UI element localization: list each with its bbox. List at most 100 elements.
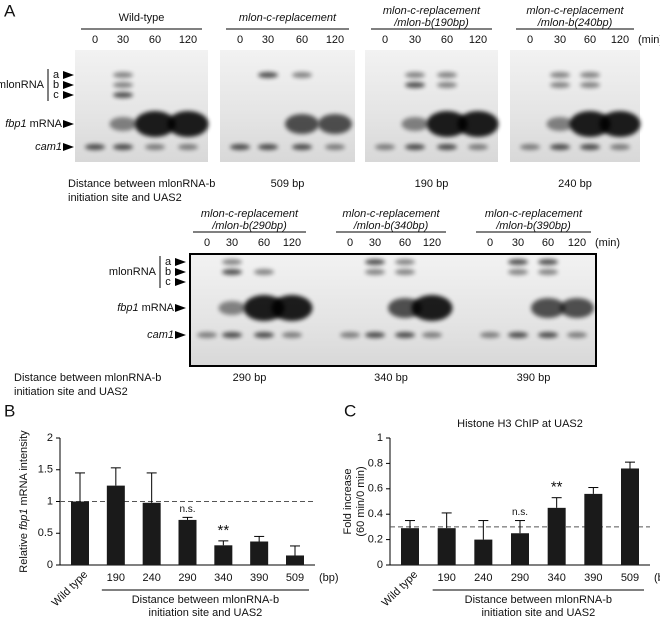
group-name: Wild-type: [119, 12, 165, 24]
x-tick-label: 190: [437, 572, 455, 584]
row-sublabel: c: [165, 276, 171, 288]
gel-band: [411, 295, 453, 321]
x-tick-label: 240: [474, 572, 492, 584]
gel-band: [437, 72, 457, 78]
time-unit: (min): [595, 237, 620, 249]
group-name: mlon-c-replacement: [485, 208, 583, 220]
distance-value: 290 bp: [233, 372, 267, 384]
gel-band: [401, 117, 429, 131]
time-label: 30: [262, 34, 274, 46]
group-name: /mlon-b(240bp): [537, 17, 613, 29]
gel-band: [271, 295, 313, 321]
arrowhead: [63, 81, 74, 89]
arrowhead: [63, 71, 74, 79]
y-tick-label: 0.6: [368, 483, 383, 495]
gel-band: [437, 82, 457, 88]
gel-band: [538, 269, 558, 275]
gel-band: [254, 269, 274, 275]
gel-band: [531, 298, 565, 318]
bar: [142, 502, 161, 565]
gel-band: [292, 72, 312, 78]
gel-band: [599, 111, 641, 137]
gel-band: [113, 72, 133, 78]
gel-band: [538, 332, 558, 338]
gel-band: [113, 92, 133, 98]
time-label: 0: [487, 237, 493, 249]
distance-value: 390 bp: [517, 372, 551, 384]
time-label: 60: [542, 237, 554, 249]
x-axis-label: Distance between mlonRNA-b: [465, 594, 612, 606]
gel-band: [197, 332, 217, 338]
arrowhead: [175, 258, 186, 266]
bar: [547, 507, 566, 565]
distance-value: 340 bp: [374, 372, 408, 384]
gel-band: [375, 144, 395, 150]
time-label: 0: [92, 34, 98, 46]
y-tick-label: 0.4: [368, 508, 383, 520]
time-label: 120: [423, 237, 441, 249]
time-label: 30: [117, 34, 129, 46]
row-label-gene: fbp1: [117, 302, 138, 314]
chart-title: Histone H3 ChIP at UAS2: [457, 418, 583, 430]
gel-band: [508, 259, 528, 265]
y-axis-label-part: mRNA intensity: [18, 430, 30, 506]
time-label: 60: [399, 237, 411, 249]
row-label-gene: fbp1: [5, 118, 26, 130]
time-label: 60: [149, 34, 161, 46]
group-name: mlon-c-replacement: [239, 12, 337, 24]
x-tick-label: 340: [547, 572, 565, 584]
significance-label: **: [217, 522, 229, 539]
gel-band: [580, 72, 600, 78]
row-label-suffix: mRNA: [142, 302, 175, 314]
row-label: fbp1 mRNA: [5, 118, 62, 130]
gel-band: [457, 111, 499, 137]
gel-band: [405, 72, 425, 78]
x-unit: (bp): [319, 572, 339, 584]
x-tick-label: 240: [142, 572, 160, 584]
time-label: 60: [296, 34, 308, 46]
gel-band: [318, 114, 352, 134]
arrowhead: [175, 304, 186, 312]
significance-label: n.s.: [179, 504, 195, 515]
gel-band: [546, 117, 574, 131]
time-label: 120: [611, 34, 629, 46]
bar: [584, 493, 603, 565]
gel-band: [395, 259, 415, 265]
bar: [511, 533, 529, 565]
gel-band: [550, 72, 570, 78]
panel-label: C: [344, 401, 356, 420]
time-label: 30: [554, 34, 566, 46]
bar: [106, 485, 125, 565]
y-tick-label: 0.8: [368, 457, 383, 469]
gel-band: [222, 269, 242, 275]
y-axis-label-part: fbp1: [18, 509, 30, 530]
x-tick-label: 390: [584, 572, 602, 584]
gel-band: [222, 332, 242, 338]
arrowhead: [175, 268, 186, 276]
row-sublabel: a: [165, 256, 172, 268]
time-label: 120: [568, 237, 586, 249]
bar: [178, 519, 197, 565]
arrowhead: [63, 91, 74, 99]
time-label: 0: [382, 34, 388, 46]
time-label: 0: [347, 237, 353, 249]
group-name: /mlon-b(340bp): [353, 220, 429, 232]
distance-value: 240 bp: [558, 178, 592, 190]
y-tick-label: 0: [47, 559, 53, 571]
time-label: 120: [179, 34, 197, 46]
gel-band: [560, 298, 594, 318]
time-label: 0: [204, 237, 210, 249]
row-label: mlonRNA: [0, 79, 45, 91]
x-tick-label: 290: [178, 572, 196, 584]
group-name: /mlon-b(390bp): [495, 220, 571, 232]
gel-band: [325, 144, 345, 150]
y-tick-label: 2: [47, 432, 53, 444]
y-tick-label: 0.5: [38, 527, 53, 539]
gel-band: [340, 332, 360, 338]
row-label: mlonRNA: [109, 266, 157, 278]
gel-band: [365, 259, 385, 265]
y-tick-label: 0.2: [368, 534, 383, 546]
y-axis-label-part: Fold increase: [342, 468, 354, 534]
gel-band: [113, 144, 133, 150]
gel-band: [437, 144, 457, 150]
